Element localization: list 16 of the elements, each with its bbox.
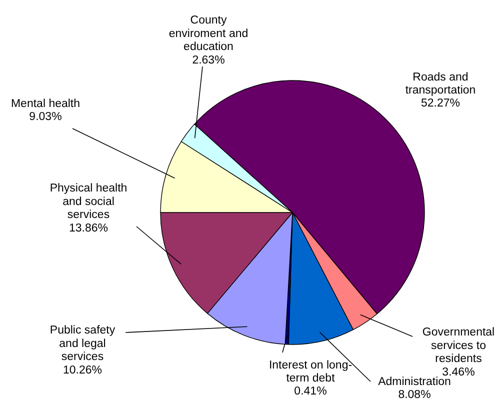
slice-label: Physical health and social services (50, 182, 128, 222)
data-label: 9.03% (29, 111, 62, 124)
data-label: 0.41% (294, 386, 327, 398)
slice-label: County enviroment and education (168, 14, 248, 54)
slice-label: Mental health (10, 98, 80, 110)
data-label: 2.63% (192, 54, 225, 66)
data-label: 10.26% (63, 364, 102, 376)
slice-label: Administration (378, 376, 451, 388)
slice-label: Public safety and legal services (50, 324, 116, 364)
slice-label: Governmental services to residents (422, 326, 495, 366)
data-label: 3.46% (442, 366, 475, 378)
data-label: 8.08% (398, 389, 431, 402)
slice-label: Roads and transportation (405, 71, 476, 96)
data-label: 13.86% (69, 222, 108, 234)
slice-label: Interest on long-term debt (268, 359, 352, 384)
data-label: 52.27% (421, 98, 460, 110)
